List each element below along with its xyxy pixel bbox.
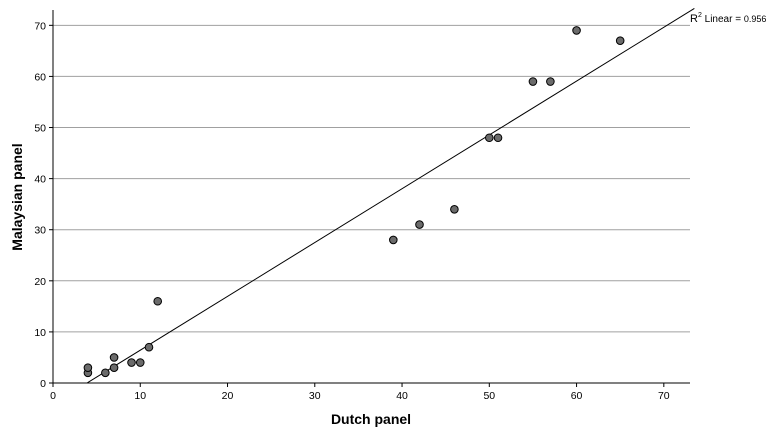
y-tick-labels: 0 10 20 30 40 50 60 70 [34,20,46,390]
data-point-10 [415,220,424,229]
linear-fit-line [86,8,695,384]
x-tick-label-0: 0 [50,390,56,402]
data-point-6 [135,358,145,367]
y-tick-label-40: 40 [34,174,46,186]
x-axis-title: Dutch panel [331,411,411,427]
data-point-14 [528,77,538,86]
x-tick-label-70: 70 [658,390,670,402]
y-tick-label-30: 30 [34,225,46,237]
data-point-9 [389,235,398,245]
data-point-12 [485,133,494,143]
x-tick-label-20: 20 [222,390,234,402]
data-point-1 [83,363,93,372]
y-tick-label-50: 50 [34,123,46,135]
y-axis-title: Malaysian panel [9,143,25,250]
y-tick-label-20: 20 [34,276,46,288]
x-tick-label-10: 10 [134,390,146,402]
data-point-7 [144,342,154,352]
x-tick-labels: 0 10 20 30 40 50 60 70 [50,390,670,402]
x-tick-label-40: 40 [396,390,408,402]
x-tick-label-60: 60 [571,390,583,402]
r2-text: Linear = [702,14,744,25]
r2-linear-label: R2 Linear = 0.956 [690,12,766,25]
r2-value: 0.956 [744,14,767,24]
data-point-5 [127,358,136,367]
y-tick-label-10: 10 [34,327,46,339]
data-point-3 [109,363,119,372]
x-tick-label-50: 50 [483,390,495,402]
data-point-16 [572,26,581,35]
data-point-15 [546,77,555,86]
y-tick-label-70: 70 [34,20,46,32]
y-tick-label-0: 0 [40,378,46,390]
grid-lines [53,24,690,333]
data-point-8 [153,296,163,306]
data-points [83,26,625,378]
data-point-2 [101,368,110,378]
y-tick-label-60: 60 [34,71,46,83]
r2-prefix: R [690,13,698,25]
data-point-11 [450,204,459,214]
data-point-13 [493,133,503,143]
data-point-4 [109,353,119,362]
x-tick-label-30: 30 [309,390,321,402]
data-point-17 [615,36,625,45]
r2-superscript: 2 [698,12,702,19]
axes [49,10,690,387]
